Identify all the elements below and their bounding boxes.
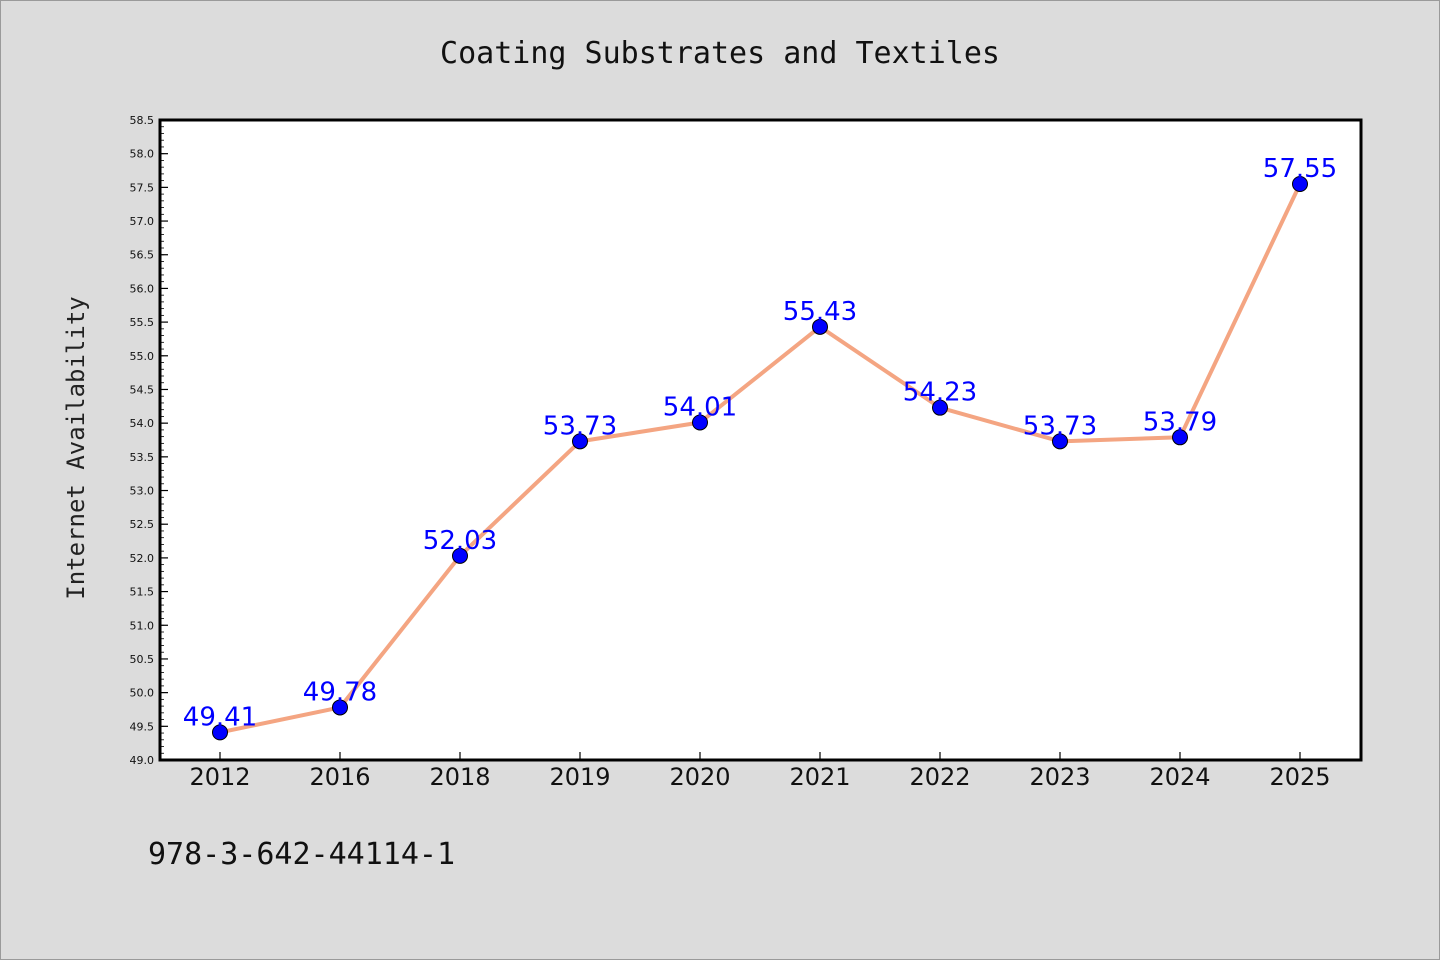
y-tick-label: 56.0 xyxy=(130,282,155,295)
y-tick-label: 53.5 xyxy=(130,451,155,464)
y-tick-label: 49.5 xyxy=(130,720,155,733)
data-point-label: 53.73 xyxy=(543,411,617,441)
data-point-label: 53.79 xyxy=(1143,407,1217,437)
x-tick-label: 2016 xyxy=(309,763,370,791)
y-tick-label: 58.5 xyxy=(130,114,155,127)
plot-border xyxy=(158,118,1363,762)
data-point-marker xyxy=(692,414,708,431)
y-tick-label: 58.0 xyxy=(130,148,155,161)
y-tick-label: 49.0 xyxy=(130,754,155,767)
x-tick-label: 2021 xyxy=(789,763,850,791)
data-point-marker xyxy=(332,699,348,716)
data-point-marker xyxy=(212,724,228,741)
data-point-marker xyxy=(572,433,588,450)
y-tick-label: 57.0 xyxy=(130,215,155,228)
data-point-marker xyxy=(812,318,828,335)
data-point-marker xyxy=(1052,433,1068,450)
data-labels: 49.41 49.78 52.03 53.73 54.01 55.43 54.23 53.73… xyxy=(183,154,1337,732)
data-point-marker xyxy=(932,399,948,416)
data-point-label: 49.41 xyxy=(183,702,257,732)
data-point-marker xyxy=(1292,176,1308,192)
x-axis-ticks: 2012 2016 2018 2019 2020 2021 2022 2023 2024 2025 xyxy=(189,752,1331,791)
data-point-marker xyxy=(1172,429,1188,446)
y-tick-label: 52.0 xyxy=(130,552,155,565)
chart-title: Coating Substrates and Textiles xyxy=(440,36,1000,71)
y-tick-label: 55.5 xyxy=(130,316,155,329)
footnote-isbn: 978-3-642-44114-1 xyxy=(148,837,455,872)
y-tick-label: 51.0 xyxy=(130,619,155,632)
x-tick-label: 2025 xyxy=(1269,763,1330,791)
y-tick-label: 52.5 xyxy=(130,518,155,531)
x-tick-label: 2020 xyxy=(669,763,730,791)
plot-area xyxy=(160,120,1361,760)
x-tick-label: 2022 xyxy=(909,763,970,791)
y-tick-label: 54.0 xyxy=(130,417,155,430)
x-tick-label: 2019 xyxy=(549,763,610,791)
y-axis-label: Internet Availability xyxy=(62,296,90,599)
y-tick-label: 53.0 xyxy=(130,485,155,498)
y-tick-label: 50.0 xyxy=(130,687,155,700)
data-point-label: 52.03 xyxy=(423,526,497,556)
data-point-label: 53.73 xyxy=(1023,411,1097,441)
series-line xyxy=(219,183,1302,735)
data-point-label: 54.01 xyxy=(663,392,737,422)
data-point-label: 55.43 xyxy=(783,297,857,327)
y-tick-label: 50.5 xyxy=(130,653,155,666)
x-tick-label: 2018 xyxy=(429,763,490,791)
data-markers xyxy=(212,176,1308,741)
data-point-label: 54.23 xyxy=(903,378,977,408)
y-tick-label: 56.5 xyxy=(130,249,155,262)
y-tick-label: 57.5 xyxy=(130,181,155,194)
y-tick-label: 51.5 xyxy=(130,586,155,599)
y-tick-label: 55.0 xyxy=(130,350,155,363)
data-point-marker xyxy=(452,547,468,564)
data-point-label: 49.78 xyxy=(303,677,377,707)
x-tick-label: 2024 xyxy=(1149,763,1210,791)
x-tick-label: 2012 xyxy=(189,763,250,791)
data-point-label: 57.55 xyxy=(1263,154,1337,184)
x-tick-label: 2023 xyxy=(1029,763,1090,791)
y-tick-label: 54.5 xyxy=(130,383,155,396)
